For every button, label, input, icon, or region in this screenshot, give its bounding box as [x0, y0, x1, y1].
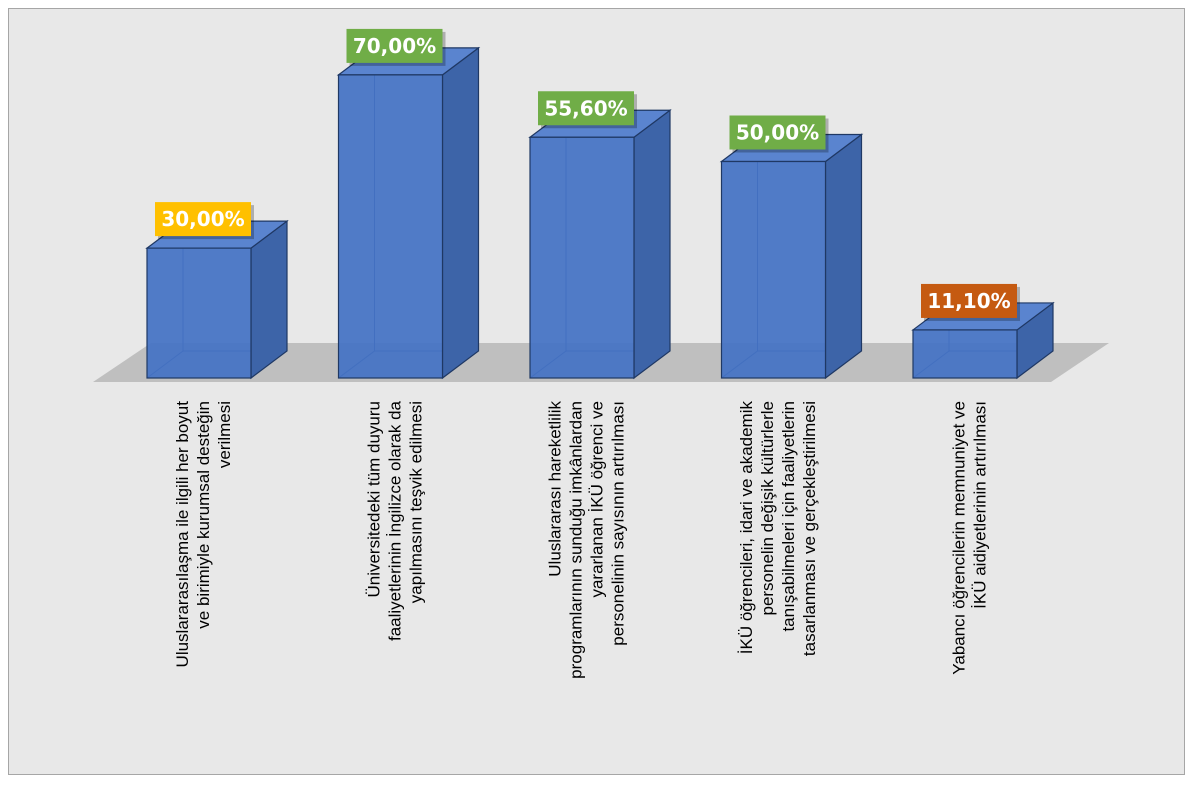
bar-chart: 30,00% 70,00% 55,60% 50,00% 11,10% Uluslarar… [93, 28, 1109, 679]
category-label-3: Uluslararası hareketlilik programlarının … [546, 401, 628, 679]
category-label-line: faaliyetlerinin İngilizce olarak da [386, 400, 405, 641]
category-label-line: tanışabilmeleri için faaliyetlerin [779, 401, 798, 632]
chart-frame: 30,00% 70,00% 55,60% 50,00% 11,10% Uluslarar… [8, 8, 1185, 775]
bar-front-face [337, 74, 444, 379]
category-label-line: verilmesi [215, 401, 234, 468]
value-label-box [155, 202, 251, 237]
bar-4: 50,00% [719, 115, 864, 380]
category-label-line: Uluslararasılaşma ile ilgili her boyut [173, 401, 192, 668]
category-label-line: yararlanan İKÜ öğrenci ve [588, 401, 607, 598]
bar-side-face [633, 109, 671, 380]
category-labels: Uluslararasılaşma ile ilgili her boyut ve… [173, 400, 990, 678]
category-label-line: personelinin sayısının artırılması [609, 401, 628, 646]
category-label-line: personelin değişik kültürlerle [758, 401, 777, 616]
category-label-line: Yabancı öğrencilerin memnuniyet ve [950, 401, 969, 675]
bar-front-face [146, 247, 252, 379]
category-label-line: Üniversitedeki tüm duyuru [365, 401, 384, 598]
bar-side-face [824, 133, 863, 380]
value-label: 30,00% [161, 207, 244, 231]
bar-2: 70,00% [336, 28, 481, 380]
value-label: 11,10% [927, 289, 1010, 313]
value-label: 55,60% [544, 96, 627, 120]
value-label: 70,00% [353, 34, 436, 58]
category-label-line: yapılmasını teşvik edilmesi [407, 401, 426, 603]
value-label-box [921, 283, 1017, 318]
category-label-1: Uluslararasılaşma ile ilgili her boyut ve… [173, 401, 234, 668]
value-label-box [346, 28, 443, 63]
bars-layer: 30,00% 70,00% 55,60% 50,00% 11,10% [145, 28, 1055, 380]
value-label-box [538, 91, 634, 126]
category-label-line: Uluslararası hareketlilik [546, 401, 565, 577]
bar-front-face [529, 136, 635, 379]
category-label-line: tasarlanması ve gerçekleştirilmesi [800, 401, 819, 656]
value-label: 50,00% [736, 121, 819, 145]
bar-5: 11,10% [911, 283, 1055, 380]
bar-3: 55,60% [528, 91, 672, 380]
category-label-line: programlarının sunduğu imkânlardan [567, 401, 586, 679]
bar-1: 30,00% [145, 202, 289, 380]
category-label-4: İKÜ öğrencileri, idari ve akademik person… [737, 401, 819, 657]
category-label-line: İKÜ aidiyetlerinin artırılması [971, 401, 990, 609]
bar-front-face [720, 160, 827, 379]
category-label-line: ve birimiyle kurumsal desteğin [194, 401, 213, 629]
value-label-box [729, 115, 826, 150]
category-label-line: İKÜ öğrencileri, idari ve akademik [737, 401, 756, 655]
bar-front-face [912, 329, 1018, 379]
bar-side-face [441, 46, 480, 380]
category-label-2: Üniversitedeki tüm duyuru faaliyetlerinin… [365, 400, 426, 641]
category-label-5: Yabancı öğrencilerin memnuniyet ve İKÜ ai… [950, 401, 990, 675]
